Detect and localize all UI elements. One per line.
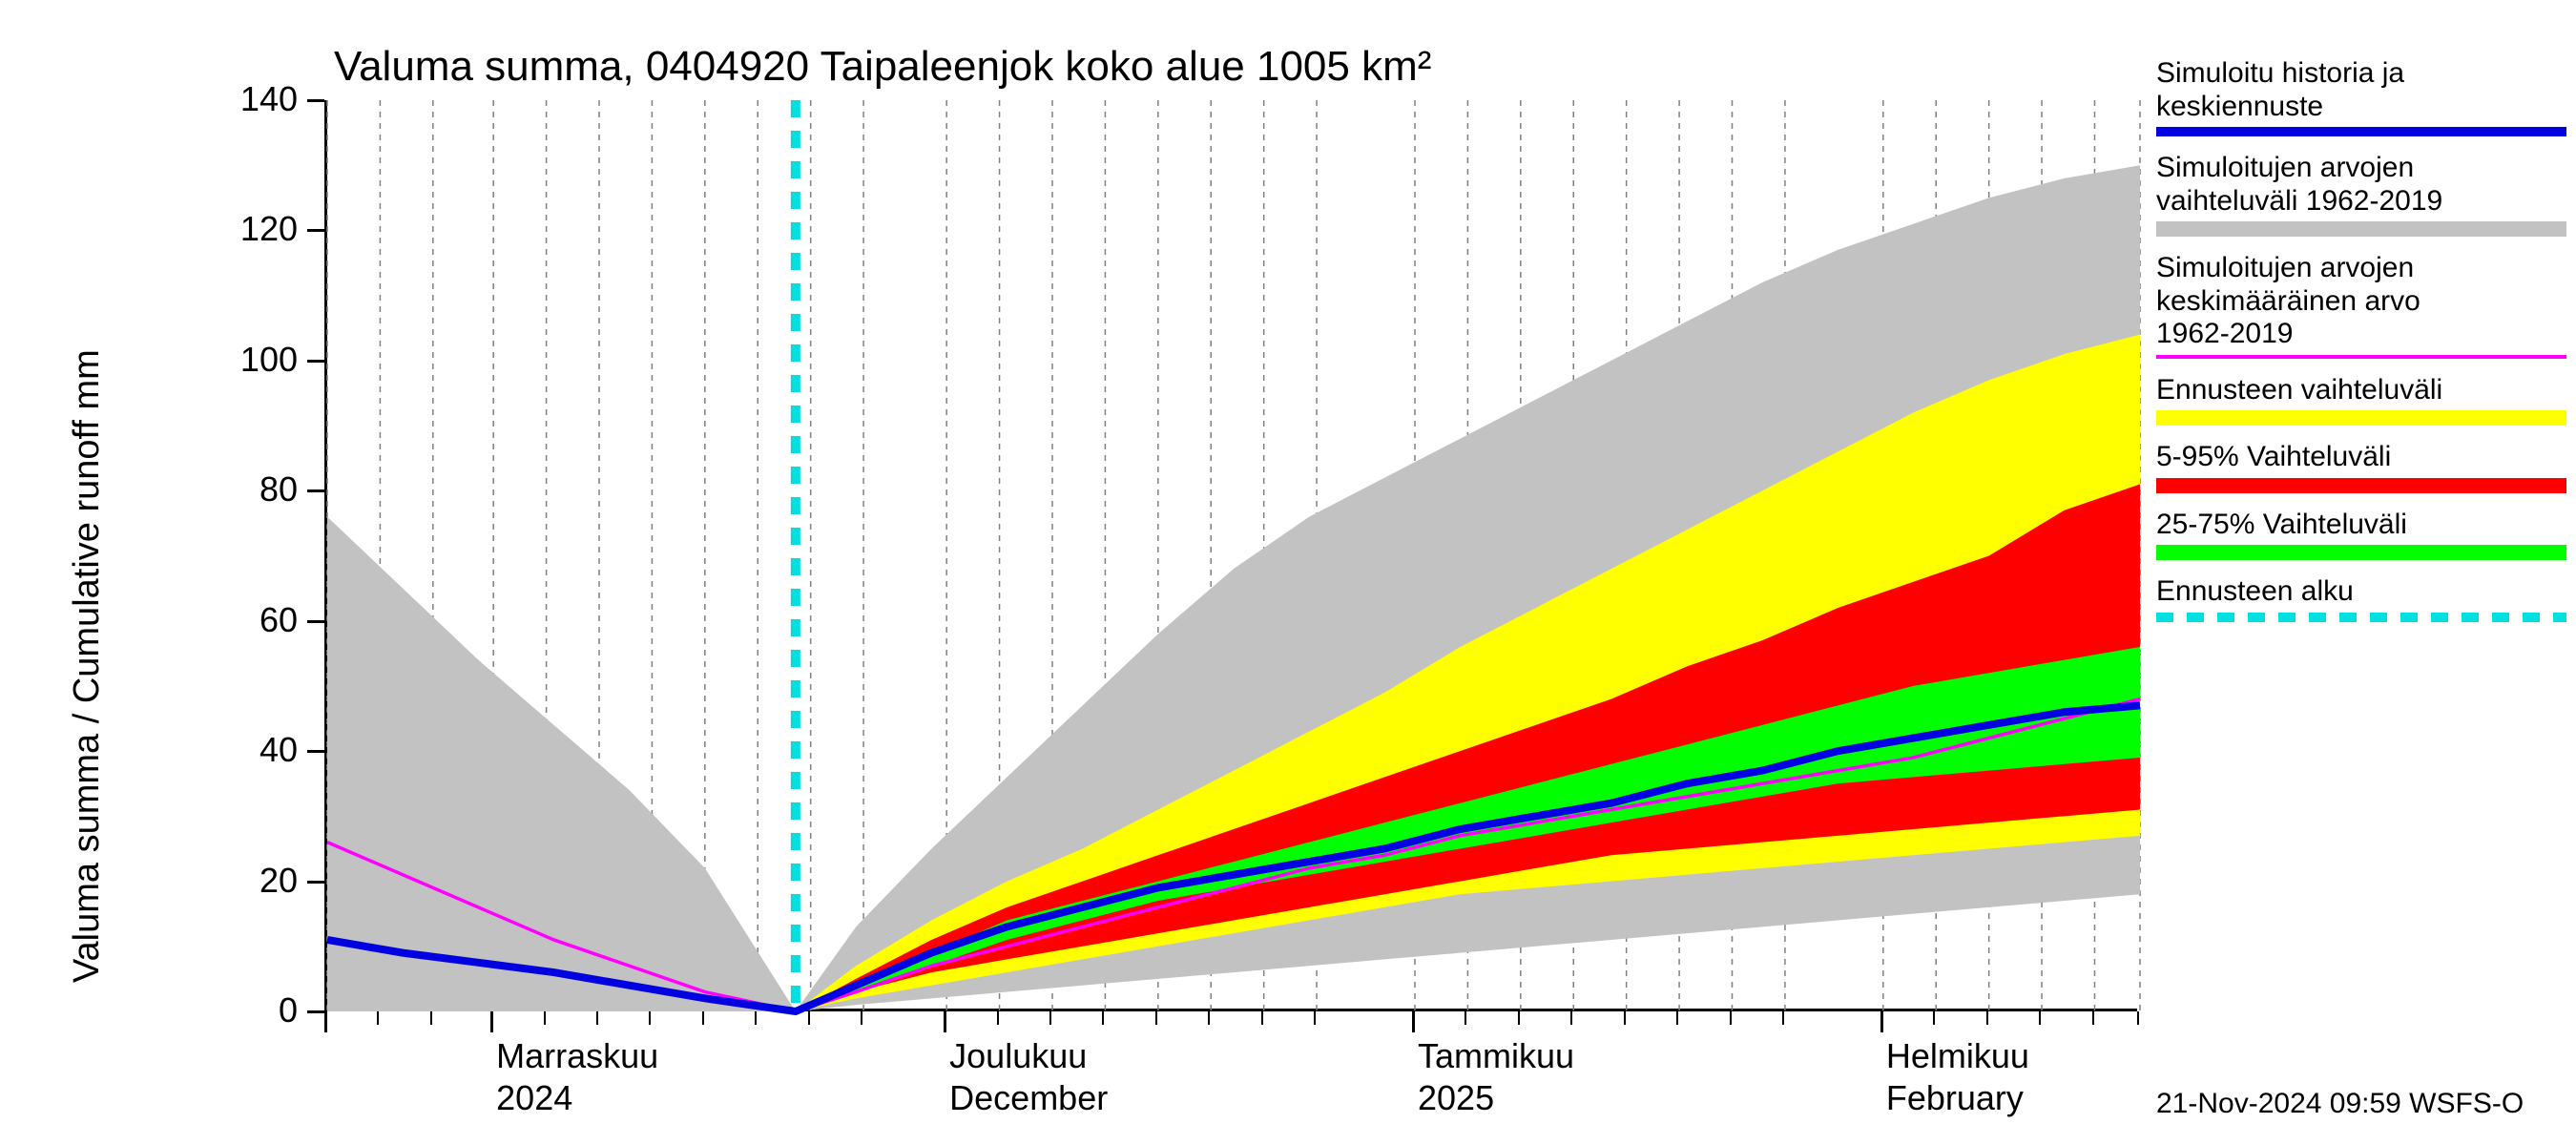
legend-item: 5-95% Vaihteluväli — [2156, 441, 2566, 493]
legend-text: 5-95% Vaihteluväli — [2156, 441, 2566, 474]
y-tick-label: 0 — [279, 990, 298, 1030]
y-tick-label: 40 — [260, 730, 298, 770]
legend-swatch — [2156, 355, 2566, 359]
legend-item: Simuloitujen arvojenvaihteluväli 1962-20… — [2156, 152, 2566, 237]
legend-item: Simuloitu historia jakeskiennuste — [2156, 57, 2566, 136]
legend-item: Ennusteen alku — [2156, 575, 2566, 622]
legend-text: Simuloitujen arvojenvaihteluväli 1962-20… — [2156, 152, 2566, 218]
x-tick-label: 2025 — [1418, 1078, 1494, 1118]
y-tick-label: 20 — [260, 861, 298, 901]
legend-swatch — [2156, 127, 2566, 136]
legend-swatch — [2156, 221, 2566, 237]
legend-item: Ennusteen vaihteluväli — [2156, 374, 2566, 427]
footer-timestamp: 21-Nov-2024 09:59 WSFS-O — [2156, 1088, 2524, 1120]
legend-text: Simuloitujen arvojenkeskimääräinen arvo … — [2156, 252, 2566, 351]
plot-area — [324, 100, 2137, 1011]
y-tick-label: 140 — [240, 79, 298, 119]
legend: Simuloitu historia jakeskiennuste Simuloi… — [2156, 57, 2566, 637]
legend-text: Simuloitu historia jakeskiennuste — [2156, 57, 2566, 123]
legend-item: 25-75% Vaihteluväli — [2156, 509, 2566, 561]
x-tick-label: Helmikuu — [1886, 1036, 2029, 1076]
legend-swatch — [2156, 410, 2566, 426]
plot-svg — [327, 100, 2140, 1011]
x-tick-label: December — [949, 1078, 1108, 1118]
x-tick-label: Marraskuu — [496, 1036, 658, 1076]
y-tick-label: 120 — [240, 209, 298, 249]
legend-swatch — [2156, 613, 2566, 622]
x-tick-label: 2024 — [496, 1078, 572, 1118]
chart-container: Valuma summa, 0404920 Taipaleenjok koko … — [0, 0, 2576, 1145]
x-tick-label: Joulukuu — [949, 1036, 1087, 1076]
legend-text: 25-75% Vaihteluväli — [2156, 509, 2566, 542]
legend-item: Simuloitujen arvojenkeskimääräinen arvo … — [2156, 252, 2566, 359]
legend-swatch — [2156, 545, 2566, 560]
x-tick-label: February — [1886, 1078, 2024, 1118]
chart-title: Valuma summa, 0404920 Taipaleenjok koko … — [334, 43, 1431, 91]
legend-text: Ennusteen vaihteluväli — [2156, 374, 2566, 407]
y-tick-label: 100 — [240, 340, 298, 380]
legend-text: Ennusteen alku — [2156, 575, 2566, 609]
y-tick-label: 80 — [260, 469, 298, 510]
y-tick-label: 60 — [260, 600, 298, 640]
legend-swatch — [2156, 478, 2566, 493]
x-tick-label: Tammikuu — [1418, 1036, 1574, 1076]
y-axis-label: Valuma summa / Cumulative runoff mm — [67, 349, 108, 983]
